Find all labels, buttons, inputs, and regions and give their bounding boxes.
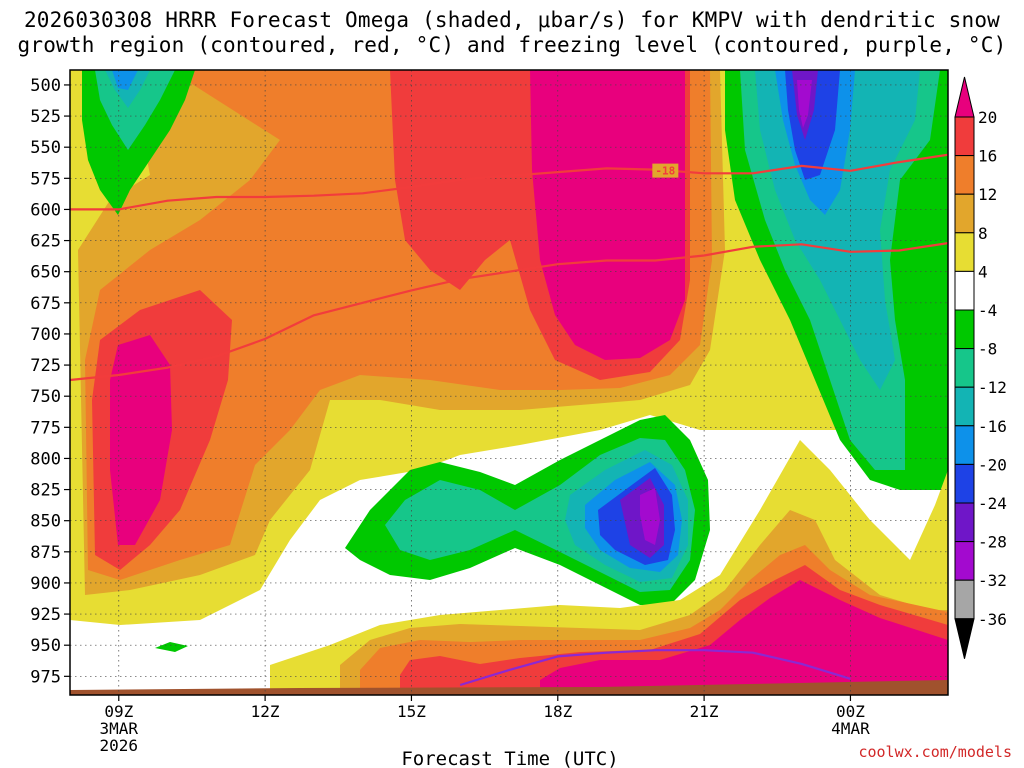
credit-link[interactable]: coolwx.com/models [858,743,1012,761]
colorbar-label-4: 4 [978,262,988,281]
y-tick-label-925: 925 [30,605,61,625]
y-tick-label-750: 750 [30,387,61,407]
y-tick-label-825: 825 [30,481,61,501]
colorbar-box-9 [954,425,975,465]
colorbar-label-0: 20 [978,108,997,127]
colorbar-label-7: -12 [978,378,1007,397]
y-tick-label-625: 625 [30,232,61,252]
contour-freezing-level [459,649,851,687]
x-tick-label-12Z: 12Z [251,702,280,721]
y-tick-label-600: 600 [30,200,61,220]
x-axis-label: Forecast Time (UTC) [401,748,618,768]
y-axis-pressure: 500 525 550 575 600 625 650 675 700 725 750 775 800 8… [30,76,70,687]
x-date-label-09Z: 3MAR [100,719,139,738]
colorbar-label-5: -4 [978,301,997,320]
colorbar-label-6: -8 [978,340,997,359]
colorbar-label-3: 8 [978,224,988,243]
y-tick-label-700: 700 [30,325,61,345]
y-tick-label-575: 575 [30,169,61,189]
colorbar-label-9: -20 [978,455,1007,474]
y-tick-label-725: 725 [30,356,61,376]
gridlines [70,70,948,695]
omega-area-neg28-mid [640,488,660,545]
colorbar-box-5 [954,270,975,311]
colorbar-box-8 [954,386,975,427]
colorbar-label-1: 16 [978,147,997,166]
y-tick-label-900: 900 [30,574,61,594]
colorbar-bottom-arrow [954,618,975,659]
x-year-label-09Z: 2026 [100,736,139,755]
colorbar-label-11: -28 [978,533,1007,552]
colorbar-box-7 [954,348,975,388]
terrain-ground [70,680,948,695]
colorbar-label-10: -24 [978,494,1007,513]
contour-label-bg-dendritic-snow-top [652,163,679,178]
y-tick-label-875: 875 [30,543,61,563]
y-tick-label-850: 850 [30,512,61,532]
colorbar-box-4 [954,232,975,272]
colorbar-label-8: -16 [978,417,1007,436]
y-tick-label-550: 550 [30,138,61,158]
x-tick-label-21Z: 21Z [690,702,719,721]
x-date-label-00Z: 4MAR [831,719,870,738]
colorbar: 20 16 12 8 4 -4 -8 -12 -16 -20 -24 -28 -32 -36 [954,76,1007,659]
plot-frame [69,69,949,696]
omega-area-20b [530,70,685,360]
contour-label-dendritic-snow-top: -18 [655,165,675,178]
y-tick-label-525: 525 [30,107,61,127]
colorbar-box-12 [954,541,975,581]
omega-area-20a [110,335,172,545]
x-tick-label-18Z: 18Z [543,702,572,721]
chart-title-line-2: growth region (contoured, red, °C) and f… [17,33,1007,57]
colorbar-box-3 [954,193,975,234]
y-tick-label-950: 950 [30,636,61,656]
contour-lines: -18 [70,153,948,687]
colorbar-box-6 [954,309,975,350]
omega-area-20-low [540,580,948,695]
colorbar-box-1 [954,116,975,157]
y-tick-label-650: 650 [30,263,61,283]
y-tick-label-675: 675 [30,294,61,314]
x-tick-label-15Z: 15Z [397,702,426,721]
y-tick-label-975: 975 [30,667,61,687]
colorbar-box-10 [954,463,975,504]
y-tick-label-500: 500 [30,76,61,96]
y-tick-label-775: 775 [30,418,61,438]
colorbar-label-12: -32 [978,571,1007,590]
chart-title-line-1: 2026030308 HRRR Forecast Omega (shaded, … [23,8,1001,32]
colorbar-top-arrow [954,76,975,118]
colorbar-box-2 [954,155,975,195]
colorbar-box-11 [954,502,975,543]
colorbar-label-13: -36 [978,610,1007,629]
colorbar-box-13 [954,579,975,620]
omega-area-neg4-small [155,642,188,652]
contour-dendritic-snow-top [70,153,948,211]
contour-dendritic-snow-bottom [70,242,948,382]
y-tick-label-800: 800 [30,449,61,469]
colorbar-label-2: 12 [978,185,997,204]
x-tick-label-00Z: 00Z [836,702,865,721]
x-tick-label-09Z: 09Z [104,702,133,721]
